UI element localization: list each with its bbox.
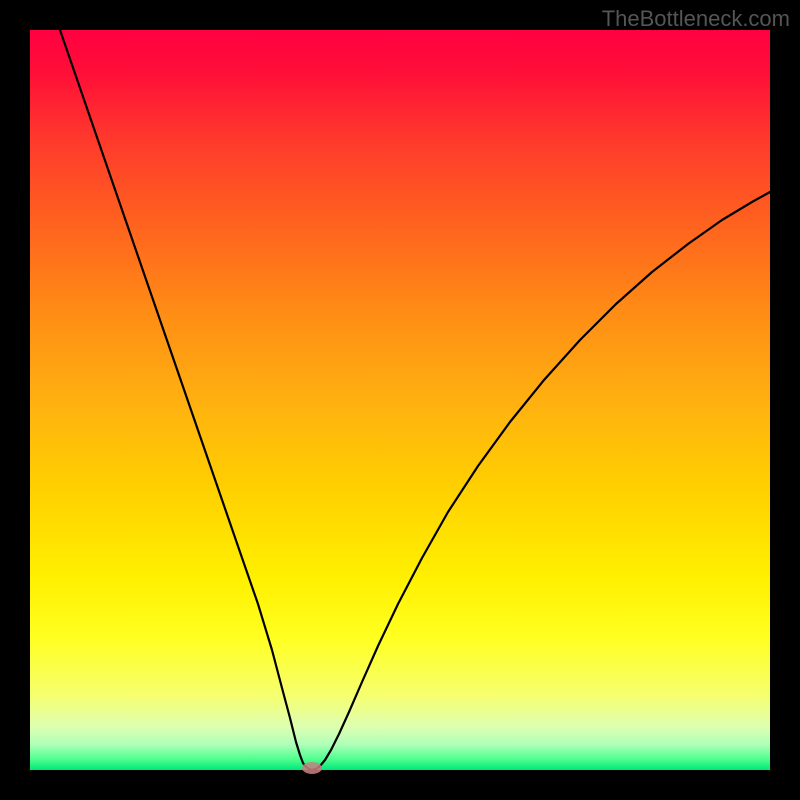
watermark-text: TheBottleneck.com [602, 6, 790, 32]
plot-background [30, 30, 770, 770]
minimum-marker [302, 762, 322, 774]
chart-frame: TheBottleneck.com [0, 0, 800, 800]
plot-svg [0, 0, 800, 800]
